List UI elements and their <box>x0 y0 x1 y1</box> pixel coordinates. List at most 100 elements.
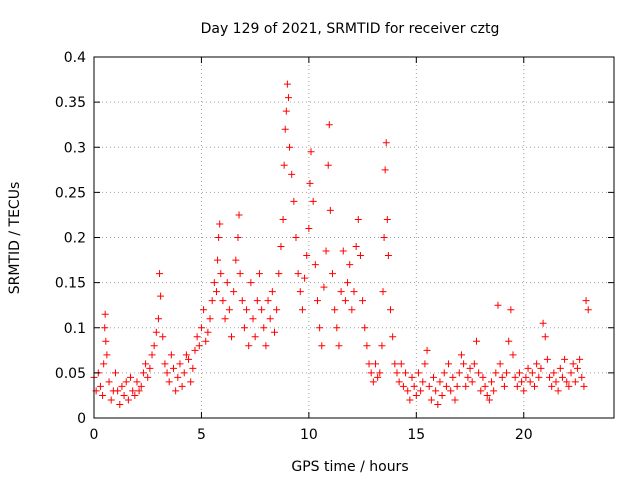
data-point <box>116 400 124 408</box>
grid-lines <box>94 57 614 418</box>
data-point <box>258 306 266 314</box>
data-point <box>379 288 387 296</box>
data-point <box>118 382 126 390</box>
data-point <box>494 301 502 309</box>
data-point <box>311 261 319 269</box>
data-point <box>425 382 433 390</box>
data-point <box>447 387 455 395</box>
data-point <box>350 288 358 296</box>
data-point <box>105 378 113 386</box>
data-point <box>216 220 224 228</box>
data-point <box>393 369 401 377</box>
data-point <box>369 378 377 386</box>
data-point <box>292 234 300 241</box>
data-point <box>236 270 244 278</box>
data-point <box>230 288 238 296</box>
data-point <box>462 382 470 390</box>
data-point <box>576 355 584 363</box>
data-point <box>490 387 498 395</box>
data-point <box>488 378 496 386</box>
data-point <box>528 369 536 377</box>
data-point <box>417 387 425 395</box>
data-point <box>442 382 450 390</box>
data-point <box>279 215 287 223</box>
x-tick-labels: 0 5 10 15 20 <box>90 427 533 443</box>
data-point <box>344 279 352 287</box>
x-tick-label: 20 <box>515 427 533 443</box>
data-point <box>569 360 577 368</box>
data-point <box>445 360 453 368</box>
data-point <box>270 328 278 336</box>
data-point <box>414 369 422 377</box>
data-point <box>530 382 538 390</box>
y-tick-label: 0.15 <box>55 276 86 292</box>
data-point <box>307 148 315 156</box>
data-point <box>146 364 154 372</box>
data-point <box>111 369 119 377</box>
y-tick-label: 0.1 <box>64 321 86 337</box>
data-point <box>225 306 233 314</box>
data-point <box>309 197 317 205</box>
data-point <box>509 351 517 359</box>
data-point <box>511 373 519 381</box>
data-point <box>204 328 212 336</box>
data-point <box>296 288 304 296</box>
data-point <box>402 369 410 377</box>
data-point <box>154 315 162 323</box>
data-point <box>133 378 141 386</box>
data-point <box>223 279 231 287</box>
data-point <box>468 378 476 386</box>
data-point <box>449 373 457 381</box>
data-point <box>215 234 223 241</box>
y-axis-label: SRMTID / TECUs <box>7 182 23 295</box>
data-point <box>210 279 218 287</box>
data-point <box>122 378 130 386</box>
data-point <box>238 297 246 305</box>
data-point <box>515 369 523 377</box>
data-point <box>325 121 333 129</box>
data-point <box>100 360 108 368</box>
data-point <box>451 396 459 404</box>
data-point <box>384 252 392 260</box>
data-point <box>281 125 289 133</box>
data-point <box>280 161 288 169</box>
data-point <box>298 306 306 314</box>
data-point <box>376 369 384 377</box>
x-tick-label: 10 <box>300 427 318 443</box>
data-point <box>282 107 290 115</box>
data-point <box>193 333 201 341</box>
data-point <box>483 391 491 399</box>
data-point <box>305 224 313 232</box>
data-point <box>556 364 564 372</box>
data-point <box>548 382 556 390</box>
data-point <box>552 378 560 386</box>
data-point <box>498 373 506 381</box>
data-point <box>217 270 225 278</box>
data-point <box>208 297 216 305</box>
data-point <box>273 306 281 314</box>
data-point <box>249 315 257 323</box>
data-point <box>286 143 294 151</box>
data-point <box>288 170 296 178</box>
data-point <box>436 378 444 386</box>
x-tick-label: 15 <box>407 427 425 443</box>
data-point <box>380 234 388 241</box>
data-point <box>578 373 586 381</box>
data-point <box>455 369 463 377</box>
data-point <box>518 378 526 386</box>
data-point <box>550 369 558 377</box>
y-tick-label: 0.4 <box>64 50 86 66</box>
data-point <box>174 373 182 381</box>
data-point <box>197 324 205 332</box>
data-point <box>152 328 160 336</box>
data-point <box>346 261 354 269</box>
data-point <box>251 333 259 341</box>
data-point <box>268 288 276 296</box>
data-point <box>260 324 268 332</box>
data-point <box>408 373 416 381</box>
data-point <box>399 382 407 390</box>
data-points <box>90 80 592 408</box>
data-point <box>163 369 171 377</box>
data-point <box>235 211 243 219</box>
data-point <box>144 373 152 381</box>
